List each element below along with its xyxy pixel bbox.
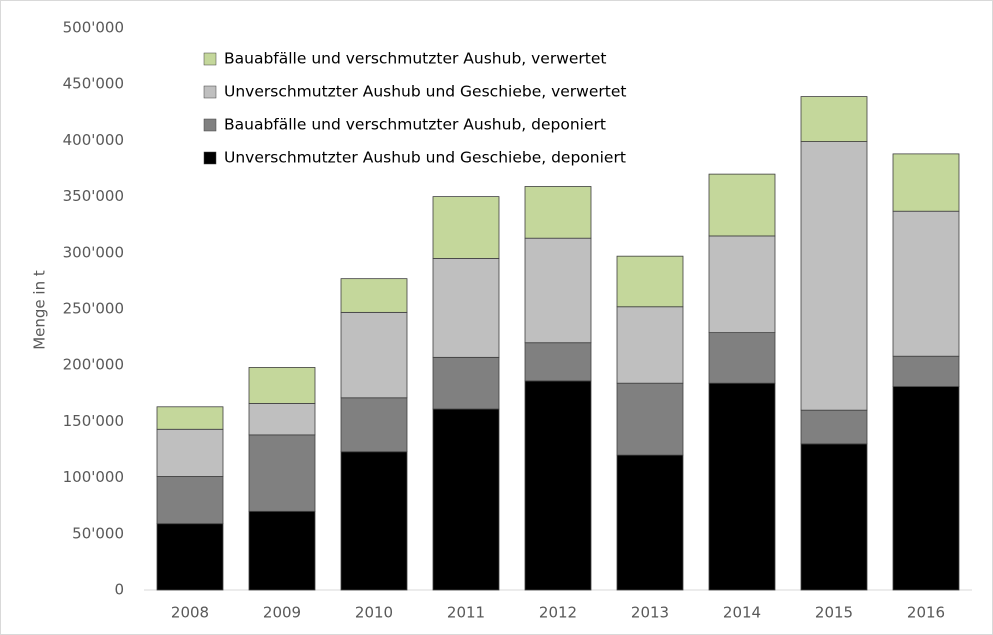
bar-segment [340, 278, 408, 313]
bar-segment [248, 403, 316, 436]
legend-label: Unverschmutzter Aushub und Geschiebe, de… [224, 149, 626, 167]
bar-segment [800, 141, 868, 411]
bar-segment [524, 380, 592, 591]
y-tick-label: 400'000 [63, 131, 124, 149]
x-tick-label: 2010 [355, 604, 393, 622]
x-tick-label: 2012 [539, 604, 577, 622]
bar-segment [156, 406, 224, 430]
y-tick-label: 350'000 [63, 187, 124, 205]
y-tick-label: 450'000 [63, 75, 124, 93]
bar-segment [800, 96, 868, 142]
bar-segment [616, 255, 684, 308]
x-tick-label: 2014 [723, 604, 761, 622]
y-tick-label: 500'000 [63, 19, 124, 37]
x-tick-label: 2015 [815, 604, 853, 622]
bar-segment [248, 510, 316, 591]
legend-swatch [203, 118, 217, 132]
x-tick-label: 2011 [447, 604, 485, 622]
bar-segment [156, 476, 224, 525]
y-tick-label: 0 [114, 581, 124, 599]
y-tick-label: 250'000 [63, 300, 124, 318]
bar-segment [708, 235, 776, 334]
legend-label: Bauabfälle und verschmutzter Aushub, dep… [224, 116, 606, 134]
x-tick-label: 2008 [171, 604, 209, 622]
bar-segment [708, 332, 776, 384]
bar-segment [524, 342, 592, 382]
bar-segment [616, 454, 684, 591]
bar-segment [340, 397, 408, 453]
y-tick-label: 100'000 [63, 468, 124, 486]
bar-segment [340, 451, 408, 591]
legend-label: Unverschmutzter Aushub und Geschiebe, ve… [224, 83, 626, 101]
bar-segment [156, 428, 224, 477]
x-tick-label: 2013 [631, 604, 669, 622]
x-tick-label: 2009 [263, 604, 301, 622]
y-axis-label: Menge in t [31, 270, 49, 350]
bar-segment [248, 367, 316, 404]
legend-swatch [203, 52, 217, 66]
bar-segment [892, 153, 960, 212]
bar-segment [524, 186, 592, 239]
bar-segment [616, 306, 684, 384]
bar-segment [432, 408, 500, 591]
legend-label: Bauabfälle und verschmutzter Aushub, ver… [224, 50, 607, 68]
bar-segment [524, 237, 592, 344]
bar-segment [432, 196, 500, 259]
bar-segment [892, 210, 960, 357]
bar-segment [800, 443, 868, 591]
bar-segment [616, 382, 684, 456]
legend-swatch [203, 151, 217, 165]
y-tick-label: 50'000 [72, 524, 124, 542]
x-tick-label: 2016 [907, 604, 945, 622]
y-tick-label: 200'000 [63, 356, 124, 374]
bar-segment [708, 173, 776, 237]
y-tick-label: 150'000 [63, 412, 124, 430]
bar-segment [432, 356, 500, 410]
bar-segment [340, 311, 408, 399]
bar-segment [892, 355, 960, 387]
bar-segment [248, 434, 316, 512]
y-tick-label: 300'000 [63, 243, 124, 261]
bar-segment [800, 409, 868, 445]
bar-segment [432, 258, 500, 358]
bar-segment [156, 523, 224, 591]
bar-segment [708, 382, 776, 591]
legend-swatch [203, 85, 217, 99]
bar-segment [892, 386, 960, 591]
